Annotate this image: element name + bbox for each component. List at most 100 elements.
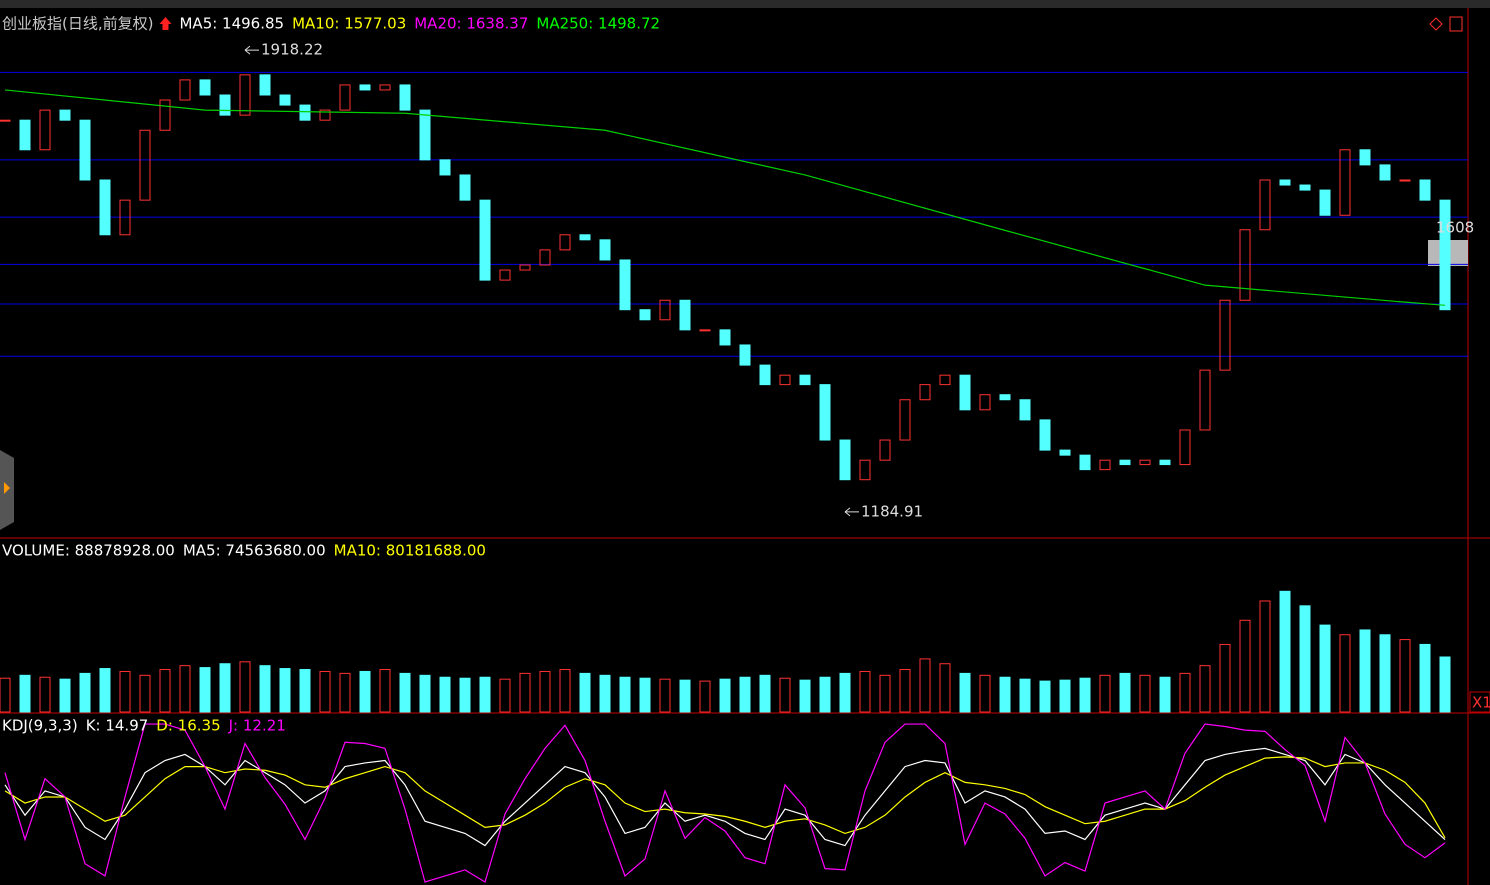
candle xyxy=(1359,149,1371,166)
volume-bar xyxy=(1419,643,1431,713)
volume-bar xyxy=(519,672,531,713)
annotation-arrow xyxy=(844,507,859,517)
legend-entry: D: 16.35 xyxy=(156,717,220,735)
volume-bar xyxy=(1019,678,1031,713)
candle xyxy=(1219,299,1231,371)
annotation-label: 1184.91 xyxy=(861,502,923,520)
candle xyxy=(839,439,851,481)
candle xyxy=(1099,459,1111,471)
volume-bar xyxy=(1299,605,1311,713)
candle xyxy=(1179,429,1191,466)
volume-bar xyxy=(1039,680,1051,713)
volume-bar xyxy=(419,674,431,713)
candle xyxy=(239,74,251,116)
volume-bar xyxy=(579,672,591,713)
candle xyxy=(999,394,1011,401)
candle xyxy=(1019,399,1031,421)
candle xyxy=(1339,149,1351,216)
volume-bar xyxy=(719,678,731,713)
volume-bar xyxy=(1139,674,1151,713)
volume-bar xyxy=(279,668,291,713)
volume-bar xyxy=(259,665,271,713)
volume-bar xyxy=(859,670,871,713)
volume-bar xyxy=(599,674,611,713)
volume-bar xyxy=(879,674,891,713)
volume-bar xyxy=(119,670,131,713)
legend-entry: MA10: 80181688.00 xyxy=(334,542,486,560)
candle xyxy=(859,459,871,481)
legend-entry: MA20: 1638.37 xyxy=(414,15,528,33)
candle xyxy=(759,364,771,386)
volume-bar xyxy=(899,669,911,713)
volume-bar xyxy=(79,672,91,713)
toolbar-strip xyxy=(0,0,1490,8)
volume-bar xyxy=(739,676,751,713)
kdj-line xyxy=(4,747,1446,847)
candle xyxy=(59,109,71,121)
candle xyxy=(1419,179,1431,201)
volume-bar xyxy=(0,677,11,713)
icon[interactable] xyxy=(1449,16,1463,32)
candle xyxy=(439,159,451,176)
candle xyxy=(919,384,931,401)
candle xyxy=(139,129,151,201)
volume-bar xyxy=(1159,676,1171,713)
volume-bar xyxy=(939,663,951,713)
volume-bar xyxy=(99,668,111,713)
volume-bar xyxy=(399,672,411,713)
scale-label: X1 xyxy=(1472,694,1490,712)
candle xyxy=(379,84,391,91)
annotation-label: 1918.22 xyxy=(261,41,323,59)
volume-bar xyxy=(539,670,551,713)
side-tab-arrow xyxy=(4,482,10,494)
candle xyxy=(1279,179,1291,186)
candle xyxy=(1319,189,1331,216)
legend-entry: 创业板指(日线,前复权) xyxy=(2,15,153,33)
volume-bar xyxy=(699,680,711,713)
volume-bar xyxy=(1379,634,1391,713)
volume-bar xyxy=(659,678,671,713)
volume-bar xyxy=(1359,629,1371,713)
volume-bar xyxy=(239,661,251,713)
candle xyxy=(279,94,291,106)
candle xyxy=(539,249,551,266)
candle xyxy=(959,374,971,411)
volume-bar xyxy=(1199,665,1211,713)
candle xyxy=(979,394,991,411)
volume-bar xyxy=(1279,590,1291,713)
candle xyxy=(219,94,231,116)
candle xyxy=(179,79,191,101)
volume-bar xyxy=(1119,672,1131,713)
volume-bar xyxy=(799,679,811,713)
volume-bar xyxy=(1399,639,1411,713)
legend-arrow xyxy=(159,17,172,30)
candle xyxy=(899,399,911,441)
candle xyxy=(519,264,531,271)
side-label: 1608 xyxy=(1436,219,1474,237)
candle xyxy=(559,234,571,251)
annotation-arrow xyxy=(244,45,259,55)
candle xyxy=(1299,184,1311,191)
legend-entry: VOLUME: 88878928.00 xyxy=(2,542,175,560)
candle xyxy=(19,119,31,151)
icon[interactable] xyxy=(1429,17,1443,31)
ma-line xyxy=(4,89,1446,306)
candle xyxy=(619,259,631,311)
candle xyxy=(399,84,411,111)
candle xyxy=(719,329,731,346)
volume-bar xyxy=(959,672,971,713)
candle xyxy=(0,119,11,122)
candle xyxy=(39,109,51,151)
scale-box xyxy=(1469,691,1490,713)
volume-bar xyxy=(559,669,571,713)
candle xyxy=(699,329,711,332)
volume-bar xyxy=(1059,679,1071,713)
legend-entry: MA5: 74563680.00 xyxy=(183,542,326,560)
volume-bar xyxy=(919,658,931,713)
candle xyxy=(319,109,331,121)
candle xyxy=(1059,449,1071,456)
candle xyxy=(819,384,831,441)
